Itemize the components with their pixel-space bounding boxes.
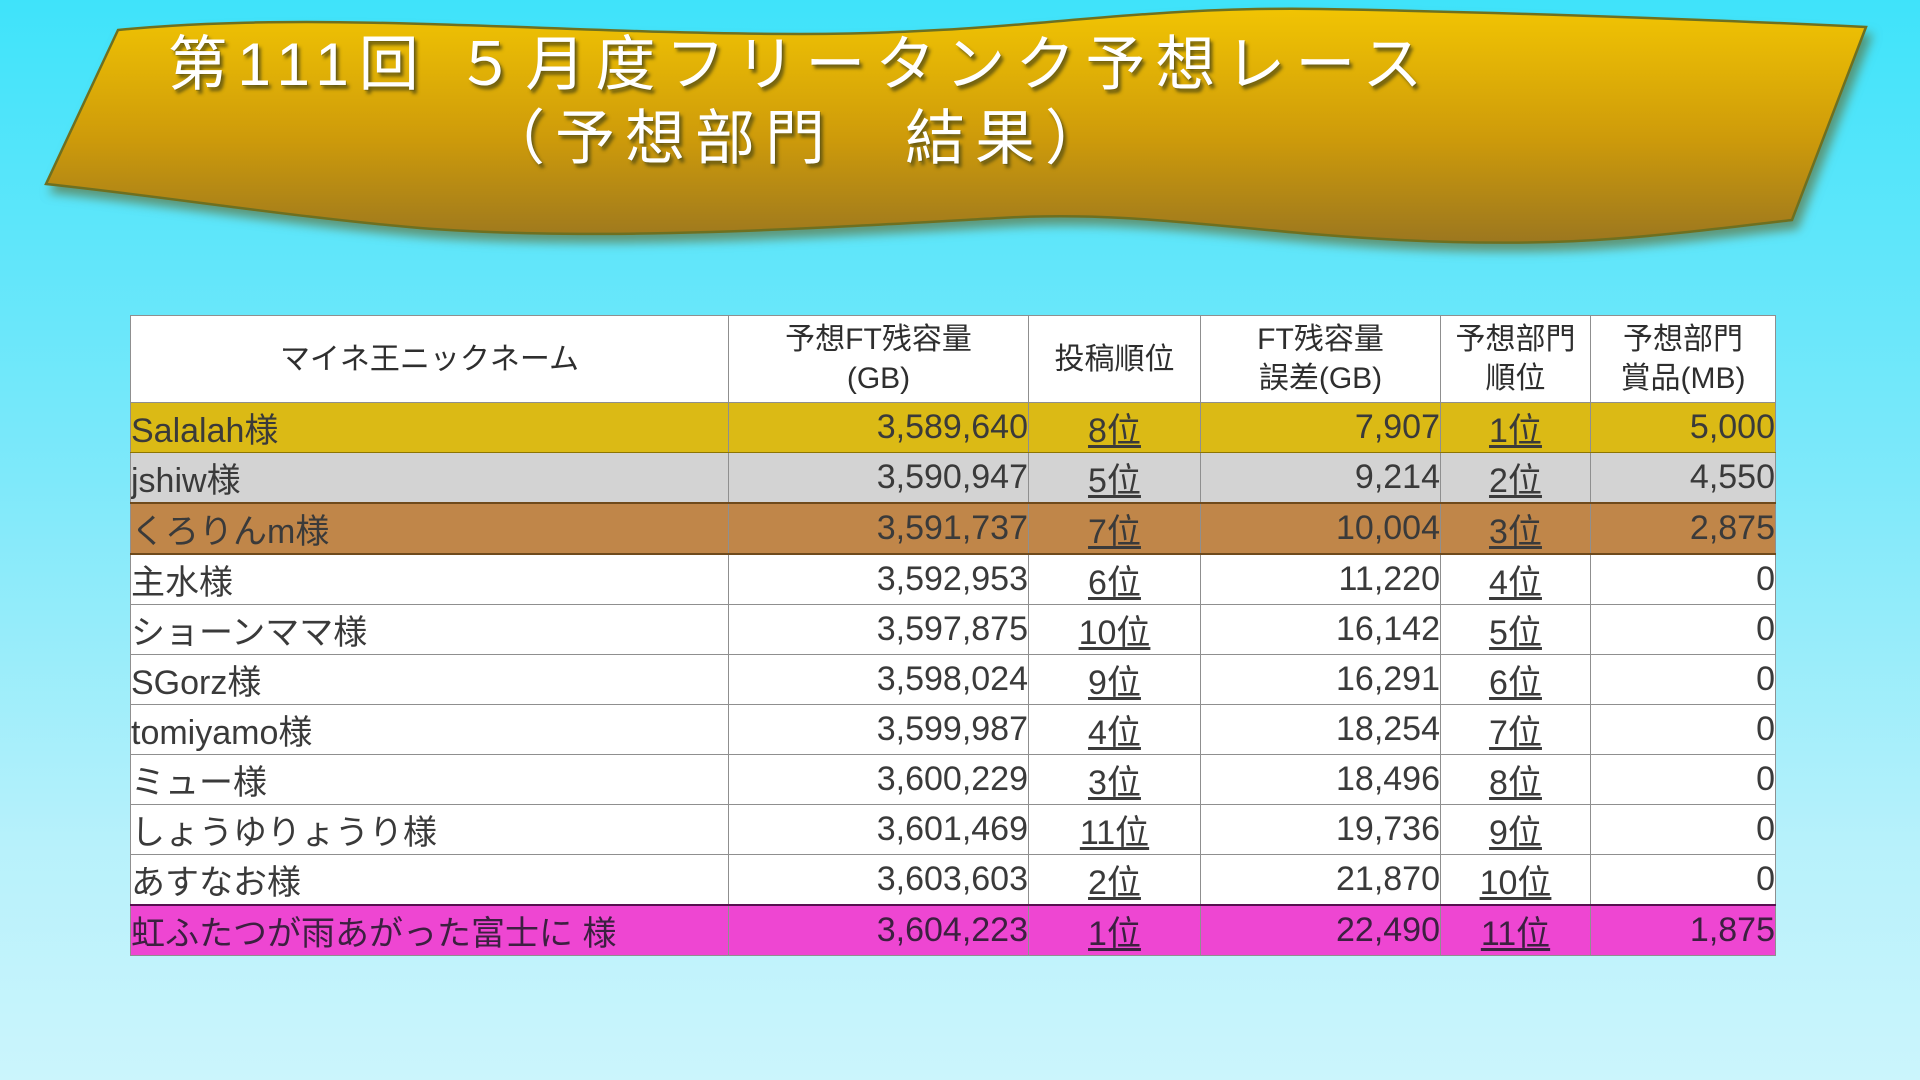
cell-error: 18,254 [1200,704,1441,755]
col-header-nickname: マイネ王ニックネーム [130,315,729,403]
cell-nickname: SGorz様 [130,654,729,705]
title-banner-ribbon [44,7,1868,245]
table-row-1: Salalah様 3,589,640 8位 7,907 1位 5,000 [130,402,1776,453]
cell-post-rank: 5位 [1028,452,1201,504]
header-row: マイネ王ニックネーム 予想FT残容量 (GB) 投稿順位 FT残容量 誤差(GB… [130,315,1776,403]
cell-prize: 2,875 [1590,502,1776,555]
cell-nickname: 主水様 [130,553,729,605]
cell-error: 16,142 [1200,604,1441,655]
cell-prize: 0 [1590,654,1776,705]
cell-error: 11,220 [1200,553,1441,605]
table-row-10: あすなお様 3,603,603 2位 21,870 10位 0 [130,854,1776,906]
cell-post-rank: 7位 [1028,502,1201,555]
cell-rank: 3位 [1440,502,1591,555]
table-row-3: くろりんm様 3,591,737 7位 10,004 3位 2,875 [130,502,1776,555]
col-header-forecast: 予想FT残容量 (GB) [728,315,1029,403]
cell-post-rank: 9位 [1028,654,1201,705]
cell-prize: 0 [1590,854,1776,906]
cell-prize: 5,000 [1590,402,1776,453]
table-row-8: ミュー様 3,600,229 3位 18,496 8位 0 [130,754,1776,805]
cell-forecast: 3,604,223 [728,904,1029,956]
cell-forecast: 3,589,640 [728,402,1029,453]
cell-prize: 0 [1590,604,1776,655]
cell-rank: 5位 [1440,604,1591,655]
results-table: マイネ王ニックネーム 予想FT残容量 (GB) 投稿順位 FT残容量 誤差(GB… [130,315,1776,956]
cell-prize: 4,550 [1590,452,1776,504]
cell-prize: 0 [1590,553,1776,605]
cell-nickname: あすなお様 [130,854,729,906]
cell-prize: 0 [1590,754,1776,805]
cell-prize: 1,875 [1590,904,1776,956]
cell-post-rank: 10位 [1028,604,1201,655]
cell-rank: 11位 [1440,904,1591,956]
col-header-rank: 予想部門 順位 [1440,315,1591,403]
cell-rank: 1位 [1440,402,1591,453]
cell-rank: 8位 [1440,754,1591,805]
cell-prize: 0 [1590,804,1776,855]
table-row-5: ショーンママ様 3,597,875 10位 16,142 5位 0 [130,604,1776,655]
cell-forecast: 3,600,229 [728,754,1029,805]
cell-post-rank: 11位 [1028,804,1201,855]
cell-forecast: 3,597,875 [728,604,1029,655]
table-row-9: しょうゆりょうり様 3,601,469 11位 19,736 9位 0 [130,804,1776,855]
cell-nickname: ショーンママ様 [130,604,729,655]
cell-nickname: くろりんm様 [130,502,729,555]
cell-forecast: 3,603,603 [728,854,1029,906]
cell-nickname: ミュー様 [130,754,729,805]
title-line-1: 第111回 ５月度フリータンク予想レース [167,31,1433,98]
cell-error: 19,736 [1200,804,1441,855]
cell-forecast: 3,590,947 [728,452,1029,504]
cell-post-rank: 6位 [1028,553,1201,605]
col-header-prize: 予想部門 賞品(MB) [1590,315,1776,403]
cell-error: 22,490 [1200,904,1441,956]
cell-rank: 9位 [1440,804,1591,855]
table-row-4: 主水様 3,592,953 6位 11,220 4位 0 [130,553,1776,605]
cell-rank: 4位 [1440,553,1591,605]
cell-error: 16,291 [1200,654,1441,705]
table-row-11: 虹ふたつが雨あがった富士に 様 3,604,223 1位 22,490 11位 … [130,904,1776,956]
cell-post-rank: 8位 [1028,402,1201,453]
table-row-6: SGorz様 3,598,024 9位 16,291 6位 0 [130,654,1776,705]
cell-error: 9,214 [1200,452,1441,504]
cell-nickname: Salalah様 [130,402,729,453]
cell-post-rank: 4位 [1028,704,1201,755]
cell-error: 10,004 [1200,502,1441,555]
cell-forecast: 3,591,737 [728,502,1029,555]
col-header-post-rank: 投稿順位 [1028,315,1201,403]
cell-nickname: しょうゆりょうり様 [130,804,729,855]
banner-shape [44,7,1868,245]
cell-post-rank: 3位 [1028,754,1201,805]
cell-forecast: 3,598,024 [728,654,1029,705]
cell-nickname: tomiyamo様 [130,704,729,755]
cell-rank: 2位 [1440,452,1591,504]
cell-prize: 0 [1590,704,1776,755]
cell-forecast: 3,599,987 [728,704,1029,755]
cell-nickname: 虹ふたつが雨あがった富士に 様 [130,904,729,956]
page-title: 第111回 ５月度フリータンク予想レース （予想部門 結果） [0,28,1600,176]
cell-error: 21,870 [1200,854,1441,906]
cell-forecast: 3,601,469 [728,804,1029,855]
cell-error: 7,907 [1200,402,1441,453]
table-row-7: tomiyamo様 3,599,987 4位 18,254 7位 0 [130,704,1776,755]
cell-rank: 10位 [1440,854,1591,906]
col-header-error: FT残容量 誤差(GB) [1200,315,1441,403]
cell-nickname: jshiw様 [130,452,729,504]
cell-rank: 7位 [1440,704,1591,755]
cell-forecast: 3,592,953 [728,553,1029,605]
cell-rank: 6位 [1440,654,1591,705]
cell-error: 18,496 [1200,754,1441,805]
cell-post-rank: 2位 [1028,854,1201,906]
table-row-2: jshiw様 3,590,947 5位 9,214 2位 4,550 [130,452,1776,504]
cell-post-rank: 1位 [1028,904,1201,956]
title-line-2: （予想部門 結果） [485,105,1115,172]
